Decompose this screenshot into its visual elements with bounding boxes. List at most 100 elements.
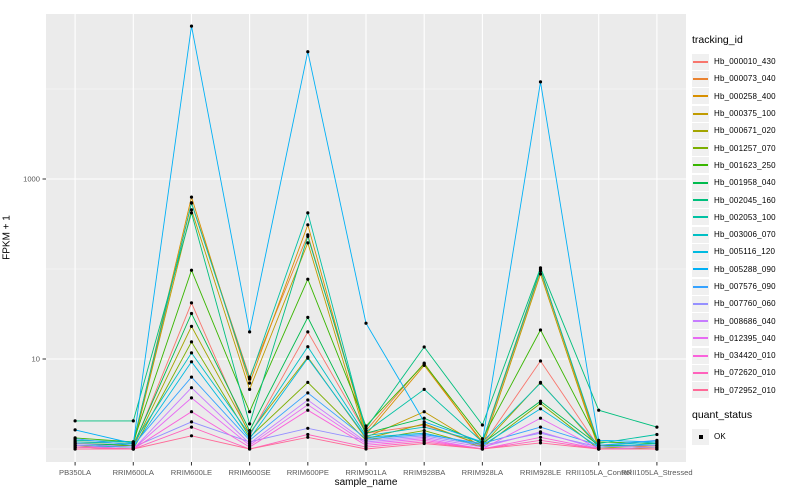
data-point: [306, 408, 310, 412]
data-point: [597, 438, 601, 442]
data-point: [248, 330, 252, 334]
data-point: [655, 432, 659, 437]
data-point: [597, 447, 601, 451]
data-point: [364, 426, 368, 430]
data-point: [306, 391, 310, 395]
series-line-swatch-icon: [692, 347, 709, 364]
legend-item: Hb_003006_070: [692, 226, 798, 243]
legend-item: Hb_034420_010: [692, 347, 798, 364]
legend-item: Hb_000671_020: [692, 122, 798, 139]
x-tick-label: RRIM928BA: [403, 468, 446, 477]
series-line-swatch-icon: [692, 364, 709, 381]
series-line-swatch-icon: [692, 70, 709, 87]
data-point: [248, 429, 252, 433]
series-line-swatch-icon: [692, 209, 709, 226]
data-point: [655, 447, 659, 451]
series-line-swatch-icon: [692, 243, 709, 260]
data-point: [73, 437, 77, 441]
legend-item-label: Hb_072952_010: [714, 385, 776, 395]
data-point: [538, 407, 543, 411]
data-point: [306, 223, 310, 227]
legend-title-quant-status: quant_status: [692, 408, 753, 421]
series-line-swatch-icon: [692, 88, 709, 105]
data-point: [597, 408, 601, 412]
legend-item: Hb_000258_400: [692, 88, 798, 105]
data-point: [306, 315, 310, 319]
data-point: [480, 447, 484, 451]
data-point: [538, 441, 543, 445]
data-point: [364, 447, 368, 451]
series-line-swatch-icon: [692, 53, 709, 70]
series-line-swatch-icon: [692, 122, 709, 139]
legend-item: Hb_005288_090: [692, 261, 798, 278]
legend-item-label: Hb_000375_100: [714, 109, 776, 119]
legend-item-label: Hb_000671_020: [714, 126, 776, 136]
data-point: [189, 410, 194, 414]
data-point: [364, 321, 368, 325]
data-point: [73, 428, 77, 432]
data-point: [538, 438, 543, 442]
legend-item-label: Hb_003006_070: [714, 230, 776, 240]
legend-item-label: Hb_000258_400: [714, 91, 776, 101]
x-tick-label: PB350LA: [59, 468, 92, 477]
data-point: [306, 398, 310, 402]
data-point: [306, 330, 310, 334]
legend-item-label: Hb_005116_120: [714, 247, 776, 257]
data-point: [422, 345, 426, 349]
x-tick-label: RRIM600LA: [113, 468, 155, 477]
legend-item: Hb_002045_160: [692, 191, 798, 209]
legend-item: Hb_072620_010: [692, 364, 798, 381]
legend-item: Hb_007576_090: [692, 278, 798, 295]
data-point: [480, 437, 484, 441]
legend-item-label: Hb_002053_100: [714, 212, 776, 222]
data-point: [538, 268, 543, 272]
data-point: [73, 419, 77, 423]
data-point: [422, 425, 426, 429]
series-line-swatch-icon: [692, 313, 709, 330]
data-point: [538, 328, 543, 332]
legend-item-label: Hb_005288_090: [714, 264, 776, 274]
legend-item: Hb_008686_040: [692, 312, 798, 330]
data-point: [131, 447, 135, 451]
legend-item-label: Hb_008686_040: [714, 316, 776, 326]
data-point: [306, 211, 310, 215]
data-point: [364, 430, 368, 434]
x-tick-label: RRIM928LE: [520, 468, 561, 477]
series-line-swatch-icon: [692, 192, 709, 209]
series-line-swatch-icon: [692, 105, 709, 122]
x-tick-label: RRIM600SE: [229, 468, 271, 477]
legend-item-label: Hb_001257_070: [714, 143, 776, 153]
legend-item: Hb_012395_040: [692, 330, 798, 347]
data-point: [189, 396, 194, 400]
legend: tracking_id Hb_000010_430 Hb_000073_040 Hb…: [692, 34, 798, 445]
data-point: [538, 359, 543, 363]
data-point: [189, 360, 194, 364]
legend-item-quant-ok: OK: [692, 428, 798, 445]
data-point: [538, 399, 543, 403]
data-point: [248, 422, 252, 426]
data-point: [306, 277, 310, 281]
series-line-swatch-icon: [692, 278, 709, 295]
data-point: [364, 424, 368, 428]
legend-item-label: Hb_012395_040: [714, 333, 776, 343]
data-point: [248, 377, 252, 381]
series-line-swatch-icon: [692, 295, 709, 312]
data-point: [189, 268, 194, 272]
data-point: [306, 356, 310, 360]
data-point: [189, 201, 194, 205]
data-point: [189, 311, 194, 316]
series-line-swatch-icon: [692, 174, 709, 191]
series-line-swatch-icon: [692, 226, 709, 243]
data-point: [189, 324, 194, 328]
data-point: [248, 410, 252, 414]
legend-item-label: Hb_000073_040: [714, 74, 776, 84]
legend-item: Hb_007760_060: [692, 295, 798, 312]
data-point: [189, 420, 194, 424]
legend-title-tracking-id: tracking_id: [692, 34, 743, 46]
legend-item-label: Hb_000010_430: [714, 57, 776, 67]
data-point: [538, 435, 543, 439]
y-tick-label: 10: [32, 355, 40, 364]
data-point: [189, 208, 194, 212]
